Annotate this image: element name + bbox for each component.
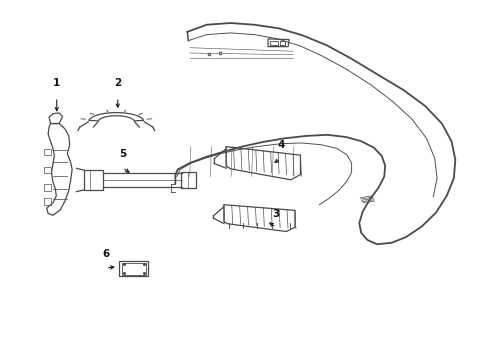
Bar [44,149,50,155]
Text: 5: 5 [119,149,126,159]
Bar [44,184,50,190]
Text: 1: 1 [53,78,60,88]
Bar [122,263,146,275]
Bar [181,171,196,189]
Bar [44,167,50,173]
Text: 4: 4 [277,140,285,150]
Text: 3: 3 [272,209,280,219]
Bar [280,41,285,45]
Bar [44,198,50,205]
Bar [84,170,103,190]
Bar [270,41,278,45]
Text: 2: 2 [114,78,122,88]
Bar [119,261,148,276]
Text: 6: 6 [102,249,109,259]
